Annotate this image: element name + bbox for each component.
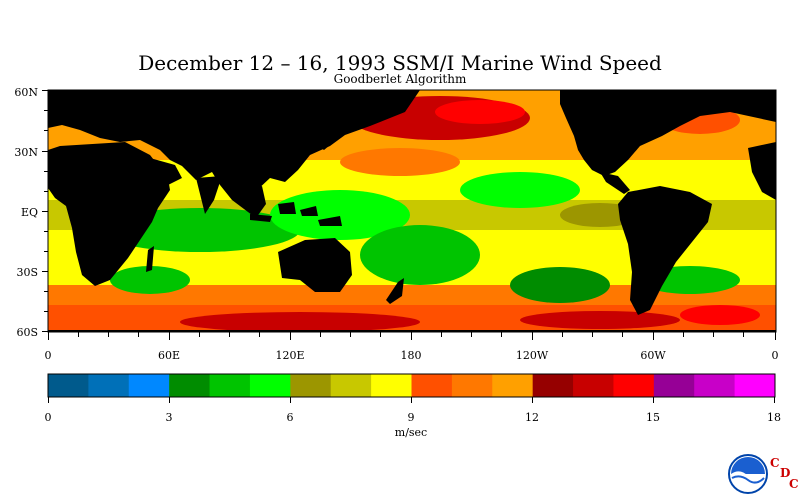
- lon-labels: 0 60E 120E 180 120W 60W 0: [45, 349, 779, 362]
- map-title: December 12 – 16, 1993 SSM/I Marine Wind…: [138, 51, 662, 75]
- colorbar-swatch: [249, 374, 291, 397]
- colorbar-label-6: 6: [287, 411, 294, 424]
- lon-label-60e: 60E: [158, 349, 180, 362]
- lat-axis: [42, 90, 48, 332]
- colorbar-swatch: [209, 374, 251, 397]
- land-masses: [48, 90, 776, 332]
- lon-label-120w: 120W: [516, 349, 549, 362]
- colorbar-swatch: [573, 374, 614, 397]
- colorbar-swatch: [694, 374, 736, 397]
- colorbar-label-18: 18: [767, 411, 781, 424]
- colorbar-unit: m/sec: [395, 426, 427, 439]
- colorbar-swatch: [371, 374, 412, 397]
- lat-label-eq: EQ: [21, 206, 38, 219]
- map-subtitle: Goodberlet Algorithm: [333, 72, 467, 86]
- colorbar-swatch: [653, 374, 695, 397]
- noaa-logo: [728, 454, 768, 494]
- lat-labels: 60N 30N EQ 30S 60S: [14, 86, 38, 339]
- wind-speed-map: [47, 89, 777, 333]
- colorbar-labels: 0 3 6 9 12 15 18 m/sec: [45, 411, 782, 439]
- colorbar-swatch: [411, 374, 453, 397]
- lat-label-60n: 60N: [14, 86, 38, 99]
- colorbar-swatch: [88, 374, 130, 397]
- lon-axis: [48, 332, 776, 340]
- colorbar-label-9: 9: [408, 411, 415, 424]
- colorbar-swatch: [451, 374, 493, 397]
- colorbar-swatch: [330, 374, 372, 397]
- colorbar-swatch: [128, 374, 170, 397]
- colorbar-label-12: 12: [525, 411, 539, 424]
- colorbar-swatch: [532, 374, 574, 397]
- colorbar-ticks: [48, 397, 775, 403]
- lon-label-0-east: 0: [772, 349, 779, 362]
- colorbar-swatch: [492, 374, 534, 397]
- lon-label-60w: 60W: [640, 349, 666, 362]
- lon-label-120e: 120E: [275, 349, 304, 362]
- colorbar-swatch: [613, 374, 655, 397]
- colorbar: [48, 374, 776, 397]
- cdc-letter-d: D: [780, 466, 791, 480]
- colorbar-label-3: 3: [166, 411, 173, 424]
- lon-label-180: 180: [401, 349, 422, 362]
- colorbar-swatch: [169, 374, 211, 397]
- lat-label-60s: 60S: [16, 326, 38, 339]
- colorbar-label-0: 0: [45, 411, 52, 424]
- colorbar-swatch: [734, 374, 776, 397]
- colorbar-swatch: [48, 374, 89, 397]
- lat-label-30s: 30S: [16, 266, 38, 279]
- colorbar-swatch: [290, 374, 332, 397]
- cdc-letter-c1: C: [770, 456, 780, 470]
- lat-label-30n: 30N: [14, 146, 38, 159]
- cdc-letter-c2: C: [789, 477, 799, 491]
- lon-label-0-west: 0: [45, 349, 52, 362]
- colorbar-label-15: 15: [646, 411, 660, 424]
